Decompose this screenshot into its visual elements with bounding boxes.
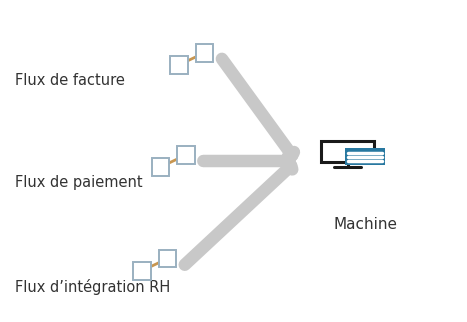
FancyBboxPatch shape [133,262,151,279]
FancyBboxPatch shape [152,158,169,176]
FancyBboxPatch shape [158,250,176,268]
Text: Flux de paiement: Flux de paiement [15,175,143,190]
FancyBboxPatch shape [196,44,213,62]
Text: Flux de facture: Flux de facture [15,73,125,88]
FancyBboxPatch shape [345,148,385,165]
FancyBboxPatch shape [170,56,188,74]
FancyBboxPatch shape [321,141,375,162]
FancyBboxPatch shape [177,146,195,164]
Text: Flux d’intégration RH: Flux d’intégration RH [15,279,170,295]
Text: Machine: Machine [334,217,398,232]
